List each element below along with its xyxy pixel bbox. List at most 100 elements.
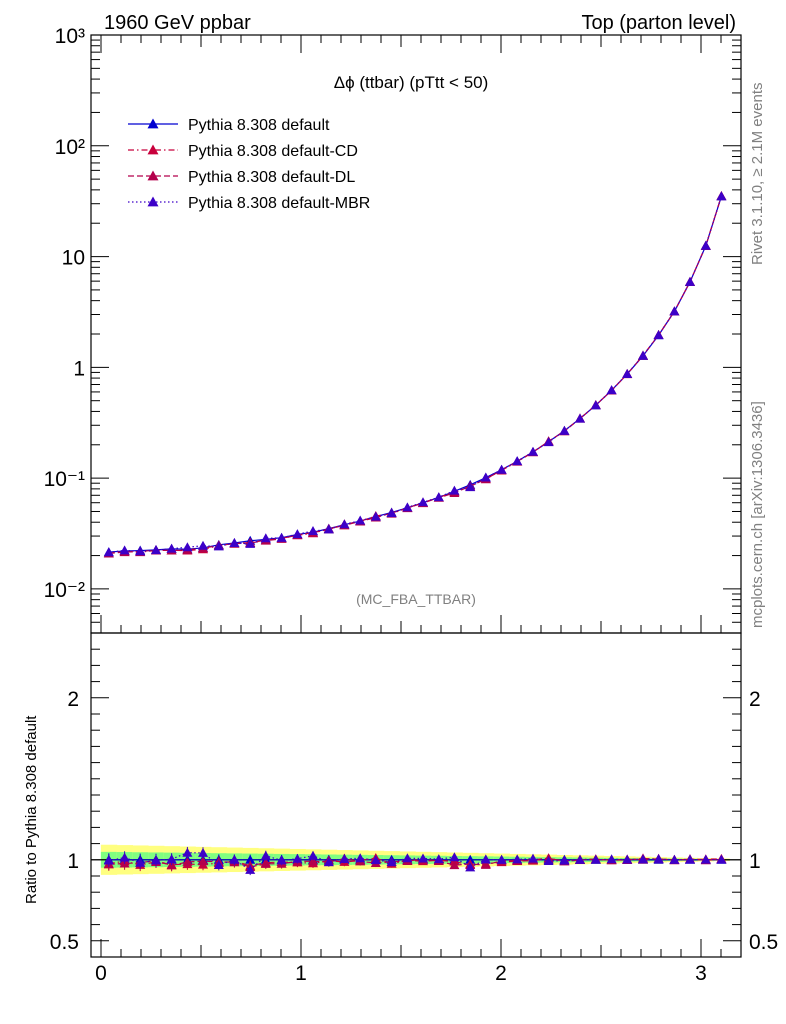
series-marker-3: [638, 350, 648, 360]
ratio-marker-3: [590, 854, 601, 864]
ratio-marker-3: [433, 854, 444, 864]
ratio-marker-0: [245, 854, 256, 864]
ratio-marker-3: [528, 853, 538, 863]
header-left: 1960 GeV ppbar: [104, 12, 251, 34]
ratio-marker-3: [103, 855, 114, 865]
series-marker-3: [213, 541, 224, 551]
ratio-marker-3: [339, 853, 350, 863]
series-marker-3: [166, 543, 177, 553]
ratio-marker-3: [135, 857, 146, 867]
y-tick-label: 10³: [55, 25, 85, 48]
ratio-y-tick-label-left: 0.5: [50, 931, 79, 954]
ratio-marker-3: [685, 854, 695, 864]
y-tick-label: 10²: [55, 136, 85, 159]
header-right: Top (parton level): [581, 12, 736, 34]
series-marker-3: [119, 545, 130, 555]
series-marker-3: [590, 400, 601, 410]
y-tick-label: 10⁻¹: [44, 468, 85, 491]
ratio-marker-3: [638, 854, 648, 864]
ratio-marker-3: [151, 855, 161, 865]
ratio-y-tick-label-right: 0.5: [749, 931, 778, 954]
legend-marker: [147, 196, 159, 207]
legend-label: Pythia 8.308 default-DL: [188, 169, 355, 186]
ratio-marker-3: [449, 852, 460, 862]
ratio-marker-3: [543, 855, 554, 865]
ratio-y-tick-labels: 0.5 0.5 1 1 2 2: [50, 688, 778, 954]
ratio-marker-3: [213, 859, 224, 869]
legend-label: Pythia 8.308 default: [188, 117, 330, 134]
series-marker-3: [700, 240, 711, 250]
series-marker-3: [198, 540, 208, 550]
series-marker-3: [669, 306, 680, 316]
ratio-marker-3: [323, 857, 334, 867]
ratio-marker-3: [229, 854, 240, 864]
ratio-marker-3: [292, 853, 303, 863]
series-marker-3: [433, 492, 444, 502]
ratio-marker-3: [669, 854, 680, 864]
ratio-marker-3: [276, 855, 287, 865]
series-marker-3: [543, 437, 554, 447]
y-tick-label: 1: [73, 357, 85, 380]
legend-label: Pythia 8.308 default-MBR: [188, 195, 370, 212]
ratio-marker-3: [653, 854, 664, 864]
series-marker-3: [276, 532, 287, 542]
ratio-marker-3: [386, 857, 397, 867]
series-marker-3: [402, 502, 413, 512]
series-marker-3: [528, 446, 538, 456]
ratio-y-tick-label-left: 2: [67, 688, 79, 711]
ratio-marker-3: [622, 854, 633, 864]
ratio-plot-series: [103, 846, 727, 876]
main-plot-series: [103, 191, 727, 558]
x-tick-label: 0: [95, 962, 107, 985]
series-marker-3: [151, 545, 161, 555]
legend-marker: [147, 144, 159, 155]
legend-marker: [147, 170, 159, 181]
ratio-y-axis-label: Ratio to Pythia 8.308 default: [23, 715, 40, 904]
series-marker-3: [449, 485, 460, 495]
series-marker-3: [465, 482, 476, 492]
series-marker-3: [245, 538, 256, 548]
ratio-marker-3: [606, 854, 617, 864]
series-marker-3: [606, 385, 617, 395]
ratio-marker-2: [182, 856, 193, 866]
ratio-marker-3: [198, 847, 208, 857]
ratio-marker-3: [355, 853, 366, 863]
ratio-marker-2: [480, 859, 491, 869]
ratio-marker-2: [308, 856, 318, 866]
series-marker-3: [370, 511, 381, 521]
series-marker-3: [103, 547, 114, 557]
ratio-marker-3: [480, 854, 491, 864]
series-marker-3: [559, 425, 570, 435]
series-marker-3: [512, 456, 523, 466]
plot-title: Δϕ (ttbar) (pTtt < 50): [334, 73, 489, 92]
x-tick-label: 2: [495, 962, 507, 985]
ratio-line-2: [108, 857, 722, 868]
ratio-y-tick-label-left: 1: [67, 850, 79, 873]
series-marker-3: [135, 546, 146, 556]
mcplots-label: mcplots.cern.ch [arXiv:1306.3436]: [749, 401, 766, 628]
series-marker-3: [480, 472, 491, 482]
main-y-tick-labels: 10⁻² 10⁻¹ 1 10 10² 10³: [44, 25, 85, 602]
ratio-marker-2: [449, 860, 460, 870]
ratio-marker-3: [245, 864, 256, 874]
ratio-marker-3: [402, 853, 413, 863]
analysis-tag: (MC_FBA_TTBAR): [356, 591, 476, 607]
y-tick-label: 10⁻²: [44, 579, 85, 602]
ratio-marker-3: [370, 855, 381, 865]
ratio-marker-3: [260, 850, 271, 860]
ratio-marker-3: [575, 854, 585, 864]
ratio-marker-3: [308, 850, 318, 860]
legend-label: Pythia 8.308 default-CD: [188, 143, 358, 160]
series-marker-3: [622, 368, 633, 378]
series-marker-3: [323, 524, 334, 534]
series-marker-3: [496, 464, 507, 474]
x-tick-label: 1: [295, 962, 307, 985]
ratio-marker-3: [182, 847, 193, 857]
ratio-y-tick-label-right: 2: [749, 688, 761, 711]
ratio-y-tick-label-right: 1: [749, 850, 761, 873]
ratio-marker-3: [559, 855, 570, 865]
series-marker-3: [308, 526, 318, 536]
series-line-3: [108, 196, 722, 553]
series-marker-3: [386, 508, 397, 518]
